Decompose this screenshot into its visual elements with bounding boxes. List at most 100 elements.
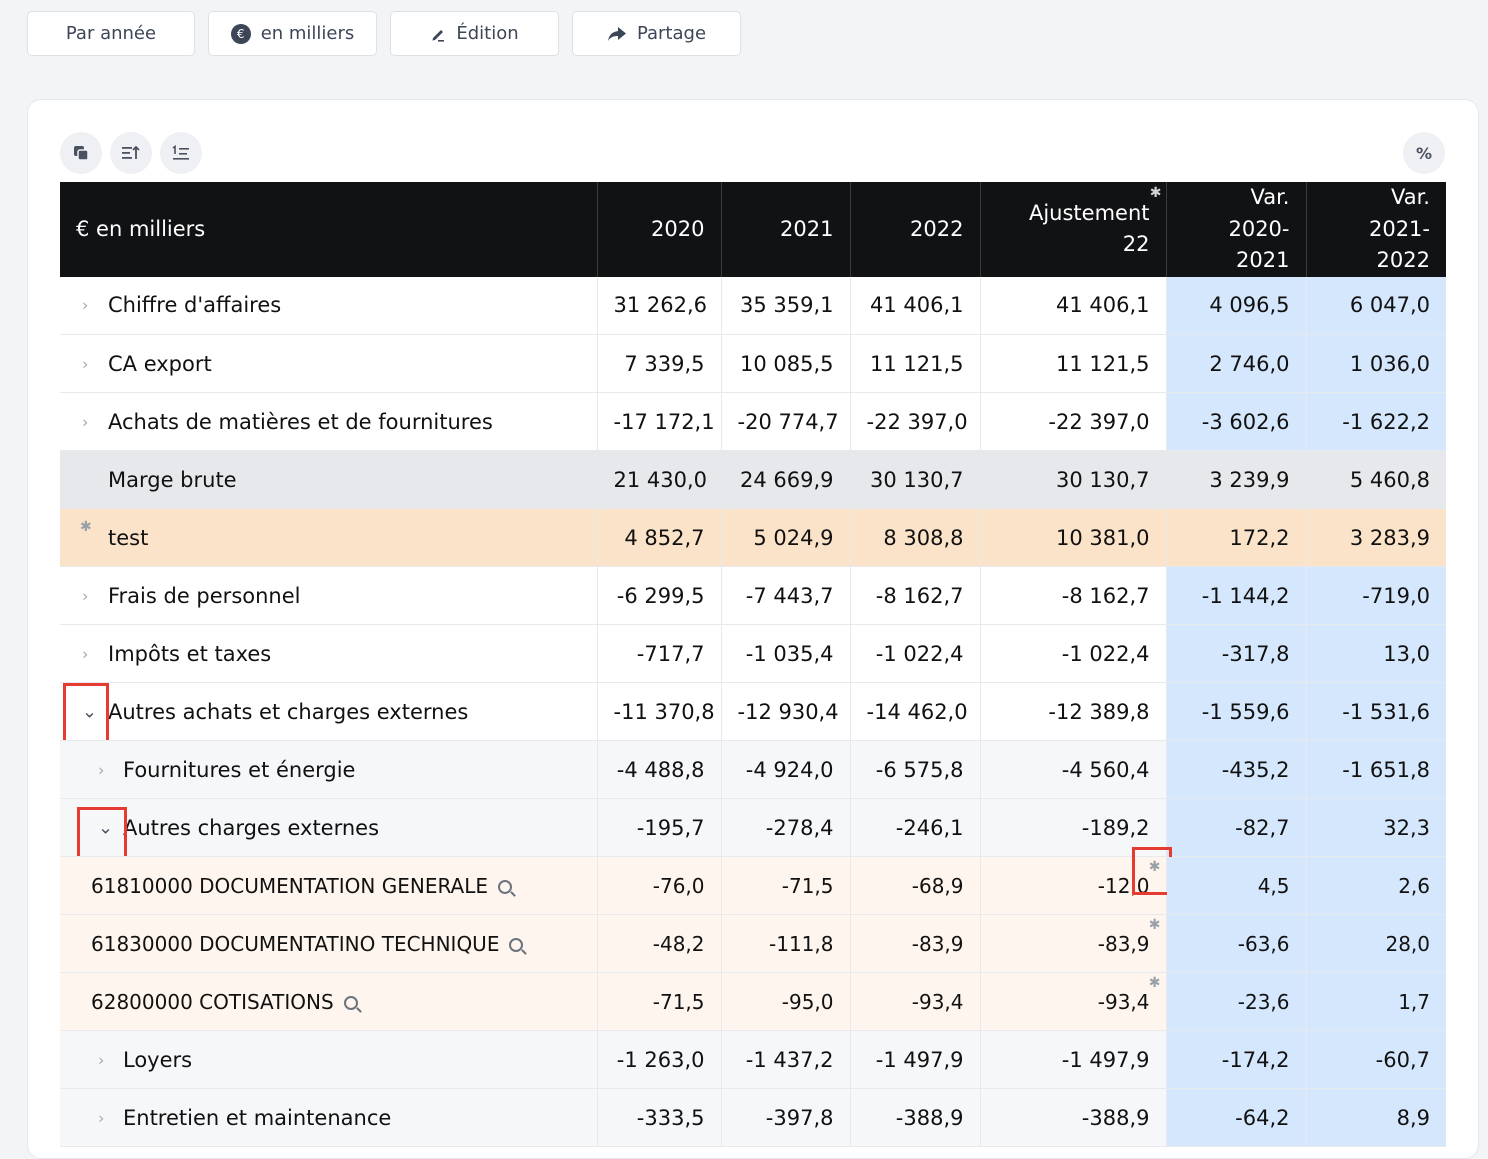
- percent-label: %: [1415, 143, 1433, 163]
- cell[interactable]: -12 389,8: [979, 682, 1166, 741]
- cell: 28,0: [1305, 914, 1446, 973]
- cell: 41 406,1: [849, 276, 980, 335]
- row-label: Achats de matières et de fournitures: [108, 409, 493, 434]
- share-label: Partage: [636, 23, 707, 44]
- cell: 5 024,9: [720, 508, 850, 567]
- cell: -1 622,2: [1305, 392, 1446, 451]
- table-row-expanded[interactable]: ⌄ Autres charges externes -195,7 -278,4 -…: [60, 798, 1446, 857]
- header-2022[interactable]: 2022: [849, 182, 980, 277]
- by-year-button[interactable]: Par année: [27, 11, 195, 56]
- cell: -23,6: [1165, 972, 1306, 1031]
- chevron-down-icon[interactable]: ⌄: [82, 701, 98, 722]
- cell[interactable]: -8 162,7: [979, 566, 1166, 625]
- cell: -71,5: [720, 856, 850, 915]
- cell: -111,8: [720, 914, 850, 973]
- gear-icon[interactable]: ✱: [1148, 859, 1161, 875]
- chevron-right-icon[interactable]: ›: [82, 354, 89, 373]
- header-var-2021-2022[interactable]: Var. 2021-2022: [1305, 182, 1446, 277]
- cell: -174,2: [1165, 1030, 1306, 1089]
- row-label: 61830000 DOCUMENTATINO TECHNIQUE: [91, 931, 500, 956]
- cell: -4 488,8: [596, 740, 721, 799]
- cell: -1 559,6: [1165, 682, 1306, 741]
- cell: -1 497,9: [849, 1030, 980, 1089]
- cell: 4 096,5: [1165, 276, 1306, 335]
- header-label: € en milliers: [60, 182, 597, 277]
- table-row[interactable]: › Achats de matières et de fournitures -1…: [60, 392, 1446, 451]
- search-icon[interactable]: [498, 879, 513, 894]
- numbered-list-button[interactable]: [160, 132, 202, 174]
- table-row-custom[interactable]: ✱ test 4 852,7 5 024,9 8 308,8 10 381,0 1…: [60, 508, 1446, 567]
- header-var-2020-2021[interactable]: Var. 2020-2021: [1165, 182, 1306, 277]
- gear-icon[interactable]: ✱: [80, 519, 92, 535]
- sort-button[interactable]: [110, 132, 152, 174]
- cell-value: -93,4: [1097, 989, 1150, 1014]
- copy-button[interactable]: [60, 132, 102, 174]
- table-row[interactable]: › Impôts et taxes -717,7 -1 035,4 -1 022,…: [60, 624, 1446, 683]
- chevron-right-icon[interactable]: ›: [82, 644, 89, 663]
- table-row[interactable]: › Entretien et maintenance -333,5 -397,8 …: [60, 1088, 1446, 1147]
- chevron-right-icon[interactable]: ›: [82, 412, 89, 431]
- header-adjustment-22[interactable]: ✱ Ajustement 22: [979, 182, 1166, 277]
- adjustment-cell[interactable]: ✱ -12,0: [979, 847, 1172, 915]
- percent-toggle-button[interactable]: %: [1403, 132, 1445, 174]
- cell: -246,1: [849, 798, 980, 857]
- table-row-account[interactable]: 62800000 COTISATIONS -71,5 -95,0 -93,4 ✱…: [60, 972, 1446, 1031]
- cell: -1 035,4: [720, 624, 850, 683]
- table-row-account[interactable]: 61810000 DOCUMENTATION GENERALE -76,0 -7…: [60, 847, 1446, 915]
- cell[interactable]: 41 406,1: [979, 276, 1166, 335]
- adjustment-cell[interactable]: ✱ -93,4: [979, 972, 1166, 1031]
- table-row-expanded[interactable]: ⌄ Autres achats et charges externes -11 3…: [60, 682, 1446, 741]
- adjustment-cell[interactable]: ✱ -83,9: [979, 914, 1166, 973]
- gear-icon[interactable]: ✱: [1148, 917, 1161, 933]
- cell: -6 299,5: [596, 566, 721, 625]
- thousands-button[interactable]: € en milliers: [208, 11, 377, 56]
- row-label: 62800000 COTISATIONS: [91, 989, 334, 1014]
- cell: -1 437,2: [720, 1030, 850, 1089]
- cell: -12 930,4: [720, 682, 850, 741]
- cell: 21 430,0: [596, 450, 721, 509]
- table-row-total[interactable]: Marge brute 21 430,0 24 669,9 30 130,7 3…: [60, 450, 1446, 509]
- cell: 4,5: [1165, 856, 1306, 915]
- table-row[interactable]: › Fournitures et énergie -4 488,8 -4 924,…: [60, 740, 1446, 799]
- cell: 3 239,9: [1165, 450, 1306, 509]
- search-icon[interactable]: [343, 995, 358, 1010]
- edit-button[interactable]: Édition: [390, 11, 559, 56]
- cell[interactable]: -4 560,4: [979, 740, 1166, 799]
- row-label: Impôts et taxes: [108, 641, 272, 666]
- cell[interactable]: -22 397,0: [979, 392, 1166, 451]
- cell: 4 852,7: [596, 508, 721, 567]
- chevron-right-icon[interactable]: ›: [98, 1050, 105, 1069]
- cell: -60,7: [1305, 1030, 1446, 1089]
- search-icon[interactable]: [509, 937, 524, 952]
- cell: -1 022,4: [849, 624, 980, 683]
- chevron-right-icon[interactable]: ›: [82, 586, 89, 605]
- header-2021[interactable]: 2021: [720, 182, 850, 277]
- chevron-right-icon[interactable]: ›: [98, 760, 105, 779]
- cell[interactable]: 10 381,0: [979, 508, 1166, 567]
- cell: 1,7: [1305, 972, 1446, 1031]
- table-row-account[interactable]: 61830000 DOCUMENTATINO TECHNIQUE -48,2 -…: [60, 914, 1446, 973]
- cell: -1 531,6: [1305, 682, 1446, 741]
- share-button[interactable]: Partage: [572, 11, 741, 56]
- table-row[interactable]: › CA export 7 339,5 10 085,5 11 121,5 11 …: [60, 334, 1446, 393]
- cell[interactable]: 30 130,7: [979, 450, 1166, 509]
- chevron-right-icon[interactable]: ›: [82, 295, 89, 315]
- cell: -195,7: [596, 798, 721, 857]
- table-row[interactable]: › Chiffre d'affaires 31 262,6 35 359,1 41…: [60, 276, 1446, 335]
- row-label: Loyers: [123, 1047, 193, 1072]
- gear-icon[interactable]: ✱: [1148, 975, 1161, 991]
- cell[interactable]: -388,9: [979, 1088, 1166, 1147]
- cell: 8 308,8: [849, 508, 980, 567]
- chevron-right-icon[interactable]: ›: [98, 1108, 105, 1127]
- table-row[interactable]: › Frais de personnel -6 299,5 -7 443,7 -8…: [60, 566, 1446, 625]
- cell[interactable]: -1 497,9: [979, 1030, 1166, 1089]
- cell[interactable]: -189,2: [979, 798, 1166, 857]
- header-2020[interactable]: 2020: [596, 182, 721, 277]
- cell: -3 602,6: [1165, 392, 1306, 451]
- cell[interactable]: -1 022,4: [979, 624, 1166, 683]
- cell[interactable]: 11 121,5: [979, 334, 1166, 393]
- table-row[interactable]: › Loyers -1 263,0 -1 437,2 -1 497,9 -1 49…: [60, 1030, 1446, 1089]
- gear-icon[interactable]: ✱: [1149, 185, 1162, 201]
- chevron-down-icon[interactable]: ⌄: [98, 817, 114, 838]
- cell: 1 036,0: [1305, 334, 1446, 393]
